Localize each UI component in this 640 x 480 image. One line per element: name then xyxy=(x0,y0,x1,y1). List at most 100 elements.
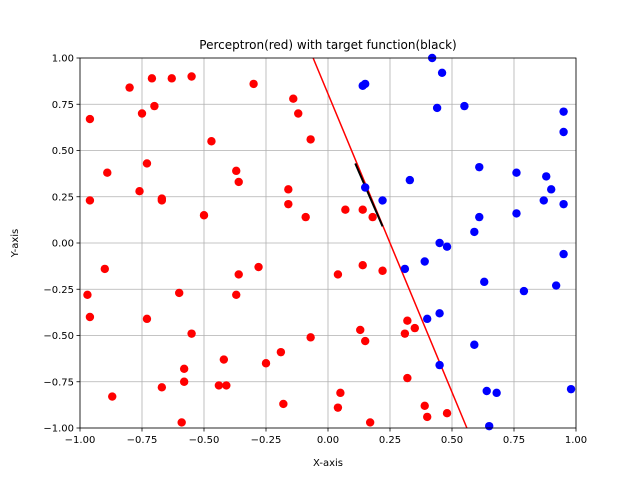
x-tick-label: −1.00 xyxy=(65,435,96,446)
x-tick-label: −0.50 xyxy=(189,435,220,446)
data-point xyxy=(378,266,387,275)
data-point xyxy=(492,388,501,398)
data-point xyxy=(539,196,548,205)
data-point xyxy=(276,347,286,357)
data-point xyxy=(361,79,370,89)
data-point xyxy=(559,249,568,259)
data-point xyxy=(234,177,243,187)
data-point xyxy=(519,286,529,296)
y-tick-label: −1.00 xyxy=(43,424,74,435)
y-tick-label: −0.50 xyxy=(43,331,74,342)
data-point xyxy=(219,355,229,364)
data-point xyxy=(333,403,343,412)
data-point xyxy=(301,212,310,222)
data-point xyxy=(279,399,288,409)
y-tick-label: 0.25 xyxy=(52,192,74,203)
x-tick-label: 1.00 xyxy=(565,435,587,446)
data-point xyxy=(177,418,186,427)
data-point xyxy=(207,137,216,146)
data-point xyxy=(358,261,367,270)
y-tick-label: 0.75 xyxy=(52,100,74,111)
data-point xyxy=(460,101,469,111)
data-point xyxy=(410,323,419,333)
data-point xyxy=(179,364,189,373)
data-point xyxy=(187,72,196,81)
data-point xyxy=(249,79,258,89)
data-point xyxy=(85,114,95,124)
data-point xyxy=(512,209,521,218)
data-point xyxy=(142,314,152,324)
data-point xyxy=(135,187,144,196)
data-point xyxy=(103,168,112,177)
data-point xyxy=(85,312,95,322)
data-point xyxy=(475,162,484,172)
data-point xyxy=(232,166,241,176)
x-axis-label: X-axis xyxy=(313,458,343,469)
data-point xyxy=(403,316,412,325)
chart-title: Perceptron(red) with target function(bla… xyxy=(199,38,456,52)
data-point xyxy=(83,290,92,299)
data-point xyxy=(254,262,263,272)
data-point xyxy=(566,384,576,394)
data-point xyxy=(559,127,568,137)
data-point xyxy=(475,212,484,222)
data-point xyxy=(147,74,157,83)
y-tick-label: −0.25 xyxy=(43,285,74,296)
data-point xyxy=(175,288,184,298)
data-point xyxy=(551,281,561,290)
data-point xyxy=(542,172,551,181)
data-point xyxy=(365,418,375,427)
data-point xyxy=(435,309,444,318)
data-point xyxy=(432,103,442,113)
x-tick-label: 0.00 xyxy=(317,435,339,446)
data-point xyxy=(361,183,370,192)
data-point xyxy=(480,277,489,287)
data-point xyxy=(437,68,447,78)
data-point xyxy=(214,381,224,390)
target-function-line xyxy=(354,163,384,227)
data-point xyxy=(142,159,152,168)
data-point xyxy=(420,257,429,266)
data-point xyxy=(284,185,293,194)
x-tick-label: 0.25 xyxy=(379,435,401,446)
data-point xyxy=(232,290,241,299)
data-point xyxy=(435,238,444,248)
data-point xyxy=(435,360,444,370)
data-points xyxy=(83,53,576,431)
data-point xyxy=(559,199,568,209)
data-point xyxy=(336,388,345,398)
y-axis-label: Y-axis xyxy=(10,229,21,259)
data-point xyxy=(179,377,189,386)
data-point xyxy=(400,329,410,338)
data-point xyxy=(403,373,412,383)
axis-ticks: −1.00 −0.75 −0.50 −0.25 0.00 0.25 0.50 0.75 1.00… xyxy=(43,54,587,447)
data-point xyxy=(358,205,367,214)
y-tick-label: 0.00 xyxy=(52,239,74,250)
data-point xyxy=(423,412,432,422)
data-point xyxy=(485,421,494,431)
data-point xyxy=(157,194,167,203)
data-point xyxy=(125,83,134,92)
data-point xyxy=(423,314,432,324)
data-point xyxy=(222,381,231,390)
data-point xyxy=(341,205,350,214)
data-point xyxy=(157,383,167,392)
data-point xyxy=(137,109,147,118)
data-point xyxy=(442,409,452,418)
data-point xyxy=(470,227,479,237)
x-tick-label: 0.50 xyxy=(441,435,463,446)
data-point xyxy=(294,109,303,118)
data-point xyxy=(442,242,452,251)
data-point xyxy=(108,392,117,401)
data-point xyxy=(512,168,521,177)
x-tick-label: −0.25 xyxy=(251,435,282,446)
data-point xyxy=(100,264,110,274)
data-point xyxy=(85,196,95,205)
x-tick-label: 0.75 xyxy=(503,435,525,446)
data-point xyxy=(482,386,491,396)
data-point xyxy=(400,264,410,274)
data-point xyxy=(234,270,243,279)
y-tick-label: −0.75 xyxy=(43,377,74,388)
